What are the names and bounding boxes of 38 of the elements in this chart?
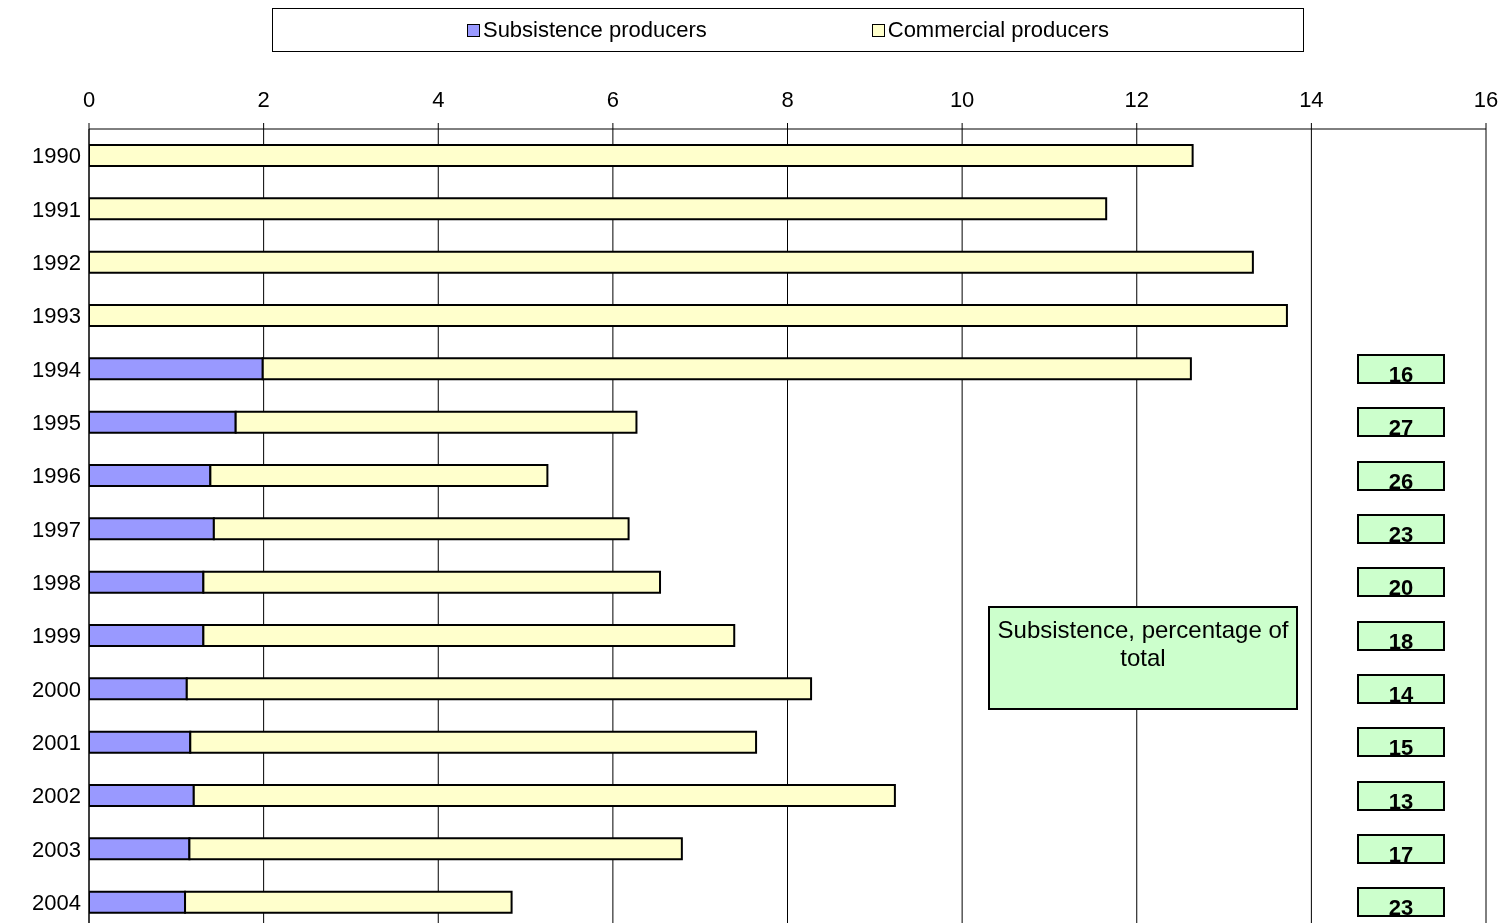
y-tick-label: 1992 <box>32 250 81 276</box>
annotation: 18 <box>1388 628 1414 654</box>
annotation: 23 <box>1388 895 1414 921</box>
x-tick-label: 6 <box>606 87 619 112</box>
x-tick-label: 2 <box>257 87 270 112</box>
x-tick-label: 16 <box>1473 87 1499 112</box>
x-tick-label: 10 <box>949 87 975 112</box>
annotation: 14 <box>1388 682 1414 707</box>
annotation: Subsistence, percentage of total <box>997 616 1289 671</box>
y-tick-label: 2004 <box>32 890 81 916</box>
x-tick-label: 14 <box>1299 87 1324 112</box>
legend-label: Commercial producers <box>886 17 1110 43</box>
y-tick-label: 2002 <box>32 783 81 809</box>
annotation: 16 <box>1388 362 1414 387</box>
x-tick-label: 0 <box>82 87 96 112</box>
annotation: 17 <box>1388 842 1414 867</box>
x-tick-label: 12 <box>1124 87 1149 112</box>
y-tick-label: 1996 <box>32 463 81 489</box>
legend-label: Subsistence producers <box>481 17 707 43</box>
y-tick-label: 1991 <box>32 196 81 222</box>
annotation: 26 <box>1388 468 1414 494</box>
y-tick-label: 2000 <box>32 676 81 702</box>
y-tick-label: 1999 <box>32 623 81 649</box>
y-tick-label: 1997 <box>32 516 81 542</box>
y-tick-label: 2001 <box>32 730 81 756</box>
y-tick-label: 2003 <box>32 836 81 862</box>
annotation: 20 <box>1388 575 1414 601</box>
annotation: 23 <box>1388 522 1414 547</box>
y-tick-label: 1998 <box>32 570 81 596</box>
y-tick-label: 1994 <box>32 356 81 382</box>
annotation: 27 <box>1388 415 1414 441</box>
x-tick-label: 4 <box>432 87 445 112</box>
y-tick-label: 1995 <box>32 410 81 436</box>
x-tick-label: 8 <box>781 87 794 112</box>
y-tick-label: 1990 <box>32 143 81 169</box>
annotation: 15 <box>1388 735 1414 761</box>
annotation: 13 <box>1388 788 1414 814</box>
y-tick-label: 1993 <box>32 303 81 329</box>
